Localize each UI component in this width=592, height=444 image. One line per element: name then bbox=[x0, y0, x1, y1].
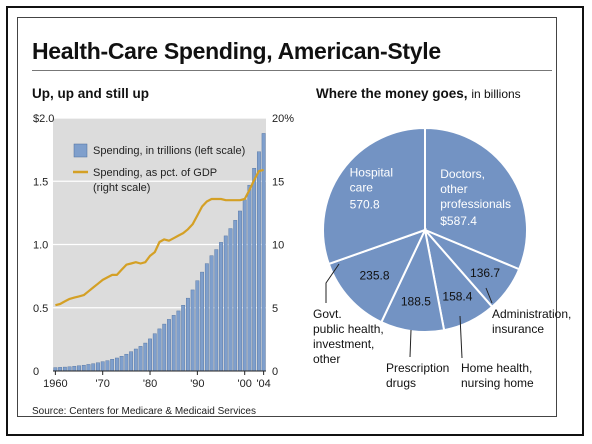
pie-outside-label: Prescription bbox=[386, 361, 449, 375]
pie-outside-label: public health, bbox=[313, 322, 384, 336]
x-tick-label: '70 bbox=[96, 378, 110, 390]
pie-subtitle: in billions bbox=[471, 87, 521, 101]
left-tick-label: $2.0 bbox=[33, 113, 54, 125]
pie-slice-value: 136.7 bbox=[470, 266, 500, 280]
gdp-pct-line bbox=[55, 168, 264, 307]
pie-slice-value: 158.4 bbox=[442, 290, 472, 304]
pie-slice-label: other bbox=[440, 182, 467, 196]
page-title: Health-Care Spending, American-Style bbox=[32, 38, 441, 64]
pie-slice bbox=[327, 228, 427, 324]
left-chart-title: Up, up and still up bbox=[32, 86, 149, 101]
pie-outside-label: drugs bbox=[386, 376, 416, 390]
pie-outside-label: Govt. bbox=[313, 307, 342, 321]
pie-slice-label: Doctors, bbox=[440, 167, 485, 181]
pie-title-text: Where the money goes, bbox=[316, 86, 468, 101]
pie-outside-label: nursing home bbox=[461, 376, 534, 390]
pie-slice-value: $587.4 bbox=[440, 214, 477, 228]
legend-bar-label: Spending, in trillions (left scale) bbox=[93, 145, 245, 157]
left-tick-label: 0 bbox=[33, 366, 39, 378]
pie-leader-line bbox=[485, 287, 493, 304]
right-tick-label: 5 bbox=[272, 303, 278, 315]
left-tick-label: 1.0 bbox=[33, 240, 48, 252]
legend-line-label: Spending, as pct. of GDP bbox=[93, 167, 217, 179]
pie-leader-line bbox=[459, 315, 463, 359]
bar-plot-area: 0 0.5 1.0 1.5 $2.0 0 5 10 15 20% 1960 '70 '80 '90 '00 '… bbox=[33, 113, 294, 390]
pie-slice-label: Hospital bbox=[350, 166, 393, 180]
pie-outside-label: Home health, bbox=[461, 361, 532, 375]
pie-leader-line bbox=[325, 263, 340, 303]
pie-area: Doctors,otherprofessionals$587.4136.7Adm… bbox=[313, 126, 571, 390]
pie-slice-value: 188.5 bbox=[401, 294, 431, 308]
pie-slice-value: 235.8 bbox=[359, 269, 389, 283]
pie-outside-label: investment, bbox=[313, 337, 374, 351]
pie-outside-label: insurance bbox=[492, 322, 544, 336]
x-tick-label: '90 bbox=[190, 378, 204, 390]
pie-slice bbox=[322, 126, 426, 266]
left-tick-label: 0.5 bbox=[33, 303, 48, 315]
x-tick-label: '80 bbox=[143, 378, 157, 390]
pie-slice-label: care bbox=[350, 181, 374, 195]
pie-slice-value: 570.8 bbox=[350, 198, 380, 212]
legend-bar-swatch bbox=[73, 143, 88, 158]
title-divider bbox=[32, 70, 552, 71]
right-tick-label: 20% bbox=[272, 113, 294, 125]
pie-chart-title: Where the money goes, in billions bbox=[316, 86, 521, 101]
left-tick-label: 1.5 bbox=[33, 176, 48, 188]
source-note: Source: Centers for Medicare & Medicaid … bbox=[32, 406, 256, 417]
x-tick-label: '04 bbox=[256, 378, 270, 390]
right-tick-label: 15 bbox=[272, 176, 284, 188]
right-tick-label: 10 bbox=[272, 240, 284, 252]
pie-outside-label: other bbox=[313, 352, 340, 366]
pie-leader-line bbox=[409, 329, 412, 358]
pie-slice-label: professionals bbox=[440, 197, 511, 211]
pie-outside-label: Administration, bbox=[492, 307, 571, 321]
right-tick-label: 0 bbox=[272, 366, 278, 378]
legend-line-label-2: (right scale) bbox=[93, 182, 150, 194]
pie-slice bbox=[424, 126, 528, 271]
x-tick-label: '00 bbox=[238, 378, 252, 390]
x-tick-label: 1960 bbox=[43, 378, 67, 390]
